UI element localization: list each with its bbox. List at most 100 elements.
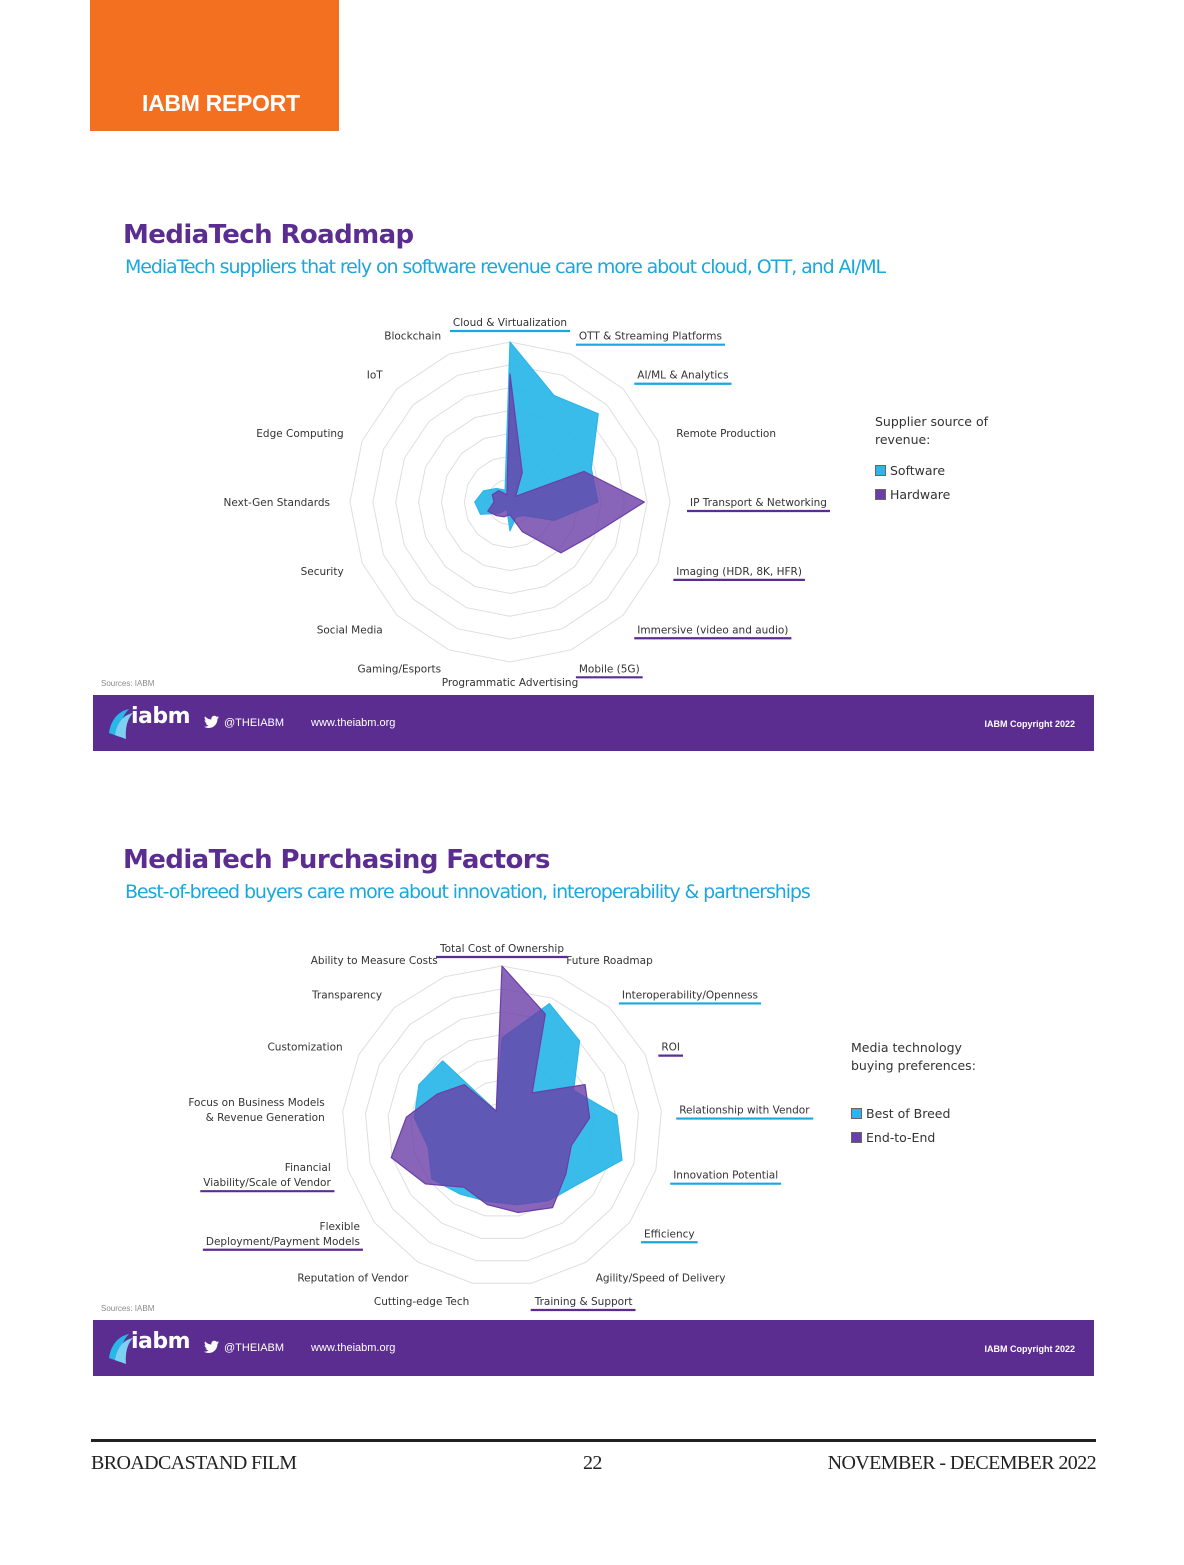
series-area-end-to-end [390,965,591,1214]
legend-item-best-of-breed: Best of Breed [851,1106,950,1121]
chart-legend: Supplier source of revenue: Software Har… [875,413,1015,513]
axis-label: Social Media [317,624,383,636]
axis-label: Security [301,566,344,578]
axis-label-text: Ability to Measure Costs [311,955,438,967]
axis-label-text: AI/ML & Analytics [637,370,728,382]
axis-label-text: Financial Viability/Scale of Vendor [203,1162,331,1189]
axis-label-text: Innovation Potential [673,1170,778,1182]
swatch-icon [875,465,886,476]
website-link[interactable]: www.theiabm.org [311,717,396,729]
copyright: IABM Copyright 2022 [984,719,1075,729]
axis-label: IP Transport & Networking [687,497,830,513]
axis-label-text: Mobile (5G) [579,663,640,675]
axis-label: Focus on Business Models & Revenue Genera… [188,1097,324,1124]
slide-footer: iabm @THEIABM www.theiabm.org IABM Copyr… [93,1320,1094,1376]
axis-label: Total Cost of Ownership [436,943,568,959]
twitter-handle[interactable]: @THEIABM [224,717,285,729]
page-footer-rule [91,1439,1096,1442]
axis-label: Innovation Potential [670,1170,782,1185]
axis-label-text: ROI [661,1042,680,1054]
legend-title-line1: Media technology [851,1040,962,1055]
axis-label: Efficiency [641,1228,698,1244]
iabm-logo-icon [109,709,133,739]
axis-label: Ability to Measure Costs [311,955,438,967]
axis-label-text: OTT & Streaming Platforms [579,331,722,343]
legend-label: Best of Breed [866,1106,951,1121]
swatch-icon [851,1132,862,1143]
report-label: IABM REPORT [142,90,300,116]
chart-legend: Media technology buying preferences: Bes… [851,1039,1001,1149]
grid-ring [372,364,648,640]
axis-label: Cloud & Virtualization [449,317,571,333]
iabm-logo-icon [109,1334,133,1364]
twitter-handle[interactable]: @THEIABM [224,1342,285,1354]
axis-label-text: Gaming/Esports [357,663,441,675]
report-header-tab: IABM REPORT [90,0,339,131]
legend-title-line1: Supplier source of [875,414,989,429]
axis-label-text: Cloud & Virtualization [453,317,567,329]
page-number: 22 [583,1452,602,1474]
website-link[interactable]: www.theiabm.org [311,1342,396,1354]
roadmap-radar-chart: Cloud & Virtualization OTT & Streaming Pl… [224,317,830,689]
twitter-icon[interactable] [204,1340,219,1354]
axis-label-text: Social Media [317,624,383,636]
legend-item-hardware: Hardware [875,487,950,502]
copyright: IABM Copyright 2022 [984,1344,1075,1354]
grid-ring [395,387,625,617]
axis-label: Immersive (video and audio) [634,624,792,640]
twitter-icon[interactable] [204,715,219,729]
axis-label: ROI [658,1042,684,1057]
axis-label-text: Next-Gen Standards [224,497,330,509]
swatch-icon [851,1108,862,1119]
axis-label-text: Reputation of Vendor [297,1272,409,1284]
axis-label-text: Total Cost of Ownership [439,943,564,955]
axis-label: Transparency [311,989,382,1001]
axis-label-text: IoT [367,370,384,382]
iabm-logo-text: iabm [131,704,191,729]
axis-label-text: Cutting-edge Tech [374,1296,469,1308]
axis-label: Next-Gen Standards [224,497,330,509]
axis-label: Gaming/Esports [357,663,441,675]
iabm-logo-text: iabm [131,1329,191,1354]
publication-name: BROADCASTAND FILM [91,1452,297,1474]
slide-footer: iabm @THEIABM www.theiabm.org IABM Copyr… [93,695,1094,751]
legend-item-end-to-end: End-to-End [851,1130,935,1145]
axis-label-text: Training & Support [534,1296,633,1308]
slide-title: MediaTech Purchasing Factors [123,845,550,875]
axis-label-text: Edge Computing [256,428,343,440]
legend-title-line2: revenue: [875,432,931,447]
axis-label: OTT & Streaming Platforms [575,331,725,346]
axis-label-text: Remote Production [676,428,776,440]
legend-label: Software [890,463,946,478]
axis-label-text: Customization [267,1042,342,1054]
axis-label: Relationship with Vendor [676,1105,814,1120]
axis-label-text: Future Roadmap [566,955,653,967]
grid-ring [387,1011,617,1239]
legend-title-line2: buying preferences: [851,1058,976,1073]
grid-ring [349,341,671,663]
source-note: Sources: IABM [101,679,155,688]
legend-label: Hardware [890,487,951,502]
issue-date: NOVEMBER - DECEMBER 2022 [827,1452,1097,1474]
purchasing-slide: MediaTech Purchasing Factors Best-of-bre… [93,825,1094,1377]
axis-label-text: Blockchain [384,331,441,343]
grid-ring [342,965,662,1284]
legend-item-software: Software [875,463,945,478]
series-area-hardware [487,373,646,554]
axis-label: Future Roadmap [566,955,653,967]
axis-label: Financial Viability/Scale of Vendor [200,1162,335,1193]
axis-label: IoT [367,370,384,382]
axis-label-text: Flexible Deployment/Payment Models [206,1221,360,1248]
axis-label-text: Relationship with Vendor [679,1105,810,1117]
axis-label: Reputation of Vendor [297,1272,409,1284]
axis-label: AI/ML & Analytics [634,370,732,385]
axis-label: Programmatic Advertising [442,677,579,689]
swatch-icon [875,489,886,500]
axis-label-text: Programmatic Advertising [442,677,579,689]
axis-label: Mobile (5G) [575,663,643,679]
slide-subtitle: MediaTech suppliers that rely on softwar… [125,256,886,278]
slide-subtitle: Best-of-breed buyers care more about inn… [125,881,811,903]
axis-label-text: Agility/Speed of Delivery [596,1272,726,1284]
roadmap-slide: MediaTech Roadmap MediaTech suppliers th… [93,200,1094,752]
